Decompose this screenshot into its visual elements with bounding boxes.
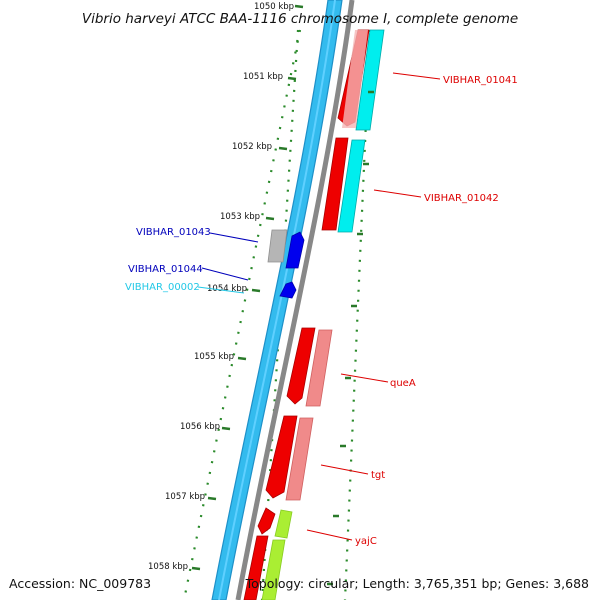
sequence-axis <box>235 0 355 600</box>
cds-vibhar-01043 <box>285 231 305 269</box>
tick-1058: 1058 kbp <box>148 562 201 572</box>
cds-quea <box>286 327 316 405</box>
gene-label-tgt: tgt <box>371 470 385 481</box>
cds-vibhar-01042 <box>321 137 349 231</box>
backbone-ring <box>211 0 343 600</box>
gene-label-vibhar-01043: VIBHAR_01043 <box>136 227 211 238</box>
cog-pink-upper <box>342 30 368 128</box>
gene-label-vibhar-01041: VIBHAR_01041 <box>443 75 518 86</box>
cds-yajc <box>257 507 276 535</box>
cog-green-yajc <box>274 509 293 539</box>
inner-ticks <box>327 90 374 586</box>
leader-lines <box>197 72 441 541</box>
gene-label-vibhar-01044: VIBHAR_01044 <box>128 264 203 275</box>
tick-1056: 1056 kbp <box>180 422 231 432</box>
tick-1050: 1050 kbp <box>254 2 304 12</box>
tick-label-1054: 1054 kbp <box>207 284 247 294</box>
tick-label-1056: 1056 kbp <box>180 422 220 432</box>
tick-label-1051: 1051 kbp <box>243 72 283 82</box>
cds-lower <box>243 535 269 600</box>
cog-grey-vibhar-01043 <box>267 229 288 263</box>
cog-green-lower <box>261 539 286 600</box>
tick-label-1052: 1052 kbp <box>232 142 272 152</box>
gene-label-yajc: yajC <box>355 536 377 547</box>
gene-label-vibhar-00002: VIBHAR_00002 <box>125 282 200 293</box>
cds-vibhar-01044 <box>279 281 297 299</box>
tick-label-1050: 1050 kbp <box>254 2 294 12</box>
accession-label: Accession: NC_009783 <box>9 576 151 591</box>
tick-label-1058: 1058 kbp <box>148 562 188 572</box>
topology-summary: Topology: circular; Length: 3,765,351 bp… <box>245 576 589 591</box>
backbone-edge <box>218 0 336 600</box>
gene-label-vibhar-01042: VIBHAR_01042 <box>424 193 499 204</box>
tick-label-1053: 1053 kbp <box>220 212 260 222</box>
rna-feature-upper <box>355 29 385 131</box>
rna-feature-middle <box>337 139 366 233</box>
tick-1057: 1057 kbp <box>165 492 217 502</box>
map-title: Vibrio harveyi ATCC BAA-1116 chromosome … <box>82 11 518 27</box>
tick-label-1055: 1055 kbp <box>194 352 234 362</box>
cog-pink-quea <box>305 329 333 407</box>
left-dotted-ring <box>182 29 302 600</box>
tick-1054: 1054 kbp <box>207 284 261 294</box>
tick-1052: 1052 kbp <box>232 142 288 152</box>
tick-1051: 1051 kbp <box>243 72 297 82</box>
cog-pink-tgt <box>285 417 314 501</box>
tick-1053: 1053 kbp <box>220 212 275 222</box>
tick-label-1057: 1057 kbp <box>165 492 205 502</box>
gene-label-quea: queA <box>390 378 416 389</box>
cds-tgt <box>265 415 298 499</box>
tick-1055: 1055 kbp <box>194 352 247 362</box>
